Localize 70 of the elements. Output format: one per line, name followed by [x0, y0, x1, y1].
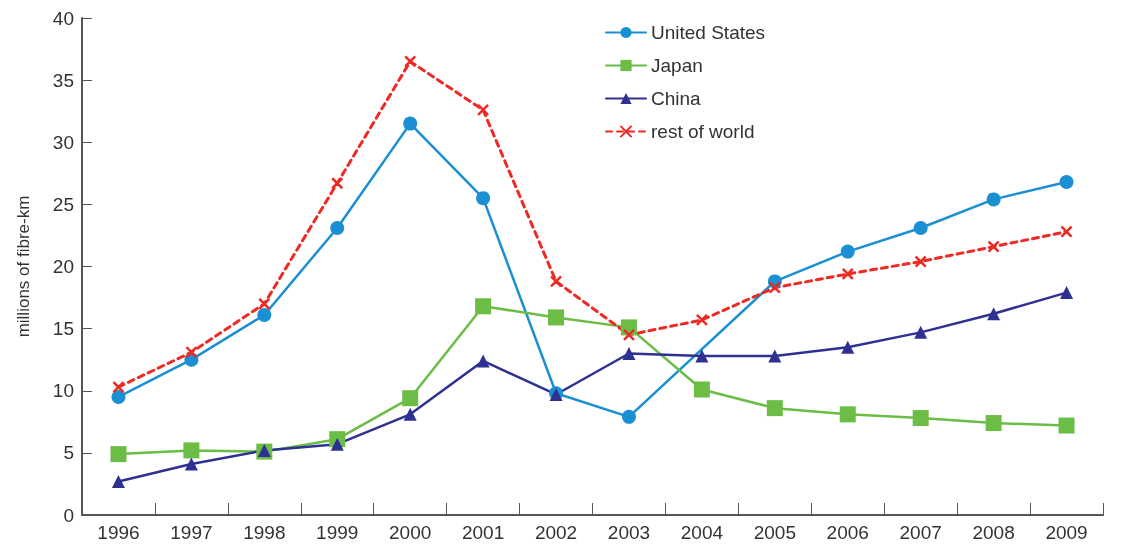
point [403, 55, 417, 68]
point [548, 309, 565, 326]
point [257, 307, 272, 322]
y-tick-label: 25 [52, 193, 74, 215]
point [111, 389, 126, 404]
point [258, 297, 271, 311]
point [985, 415, 1002, 432]
point [330, 220, 345, 235]
point [987, 307, 1001, 321]
point [839, 406, 856, 423]
point [768, 281, 782, 294]
point [183, 442, 200, 459]
x-tick-label: 1997 [170, 522, 213, 543]
point [549, 275, 563, 288]
y-tick-label: 20 [52, 256, 74, 277]
point [766, 400, 783, 417]
point [912, 410, 929, 427]
point [402, 390, 419, 407]
x-tick-label: 2003 [607, 522, 651, 543]
legend-label: rest of world [651, 121, 755, 142]
point [403, 116, 418, 131]
y-tick-label: 5 [63, 442, 74, 464]
point [110, 446, 127, 463]
y-tick-label: 30 [52, 131, 74, 153]
x-tick-label: 2001 [461, 522, 505, 543]
point [621, 409, 636, 424]
point [986, 192, 1001, 207]
x-tick-label: 2004 [680, 522, 724, 543]
point [1060, 286, 1074, 300]
y-tick-label: 35 [52, 69, 74, 91]
point [1059, 175, 1074, 190]
point [403, 407, 417, 421]
point [476, 354, 490, 368]
x-tick-label: 1998 [243, 522, 286, 543]
point [841, 267, 854, 281]
point [914, 325, 928, 339]
legend-label: China [651, 88, 702, 109]
x-tick-label: 2008 [972, 522, 1015, 543]
x-tick-label: 2009 [1045, 522, 1088, 543]
x-tick-label: 2002 [534, 522, 578, 543]
x-tick-label: 1999 [316, 522, 359, 543]
point [913, 220, 928, 235]
point [475, 298, 492, 315]
y-tick-label: 0 [63, 504, 74, 526]
legend-label: United States [651, 22, 766, 43]
point [1058, 417, 1075, 434]
legend-label: Japan [651, 55, 703, 76]
x-tick-label: 2000 [389, 522, 432, 543]
point [476, 191, 491, 206]
point [112, 380, 125, 394]
y-tick-label: 10 [52, 380, 74, 402]
x-tick-label: 2007 [899, 522, 942, 543]
point [184, 457, 198, 471]
point [331, 177, 344, 190]
point [111, 474, 125, 488]
point [768, 349, 782, 363]
x-tick-label: 2006 [826, 522, 869, 543]
point [840, 244, 855, 259]
point [330, 437, 344, 451]
x-tick-label: 2005 [753, 522, 796, 543]
y-tick-label: 40 [52, 7, 74, 29]
y-tick-label: 15 [52, 318, 74, 340]
point [622, 346, 636, 360]
point [185, 345, 198, 359]
point [841, 340, 855, 354]
y-axis-title: millions of fibre-km [14, 195, 33, 338]
point [695, 349, 709, 363]
x-tick-label: 1996 [97, 522, 140, 543]
point [1060, 225, 1073, 238]
point [693, 381, 710, 398]
